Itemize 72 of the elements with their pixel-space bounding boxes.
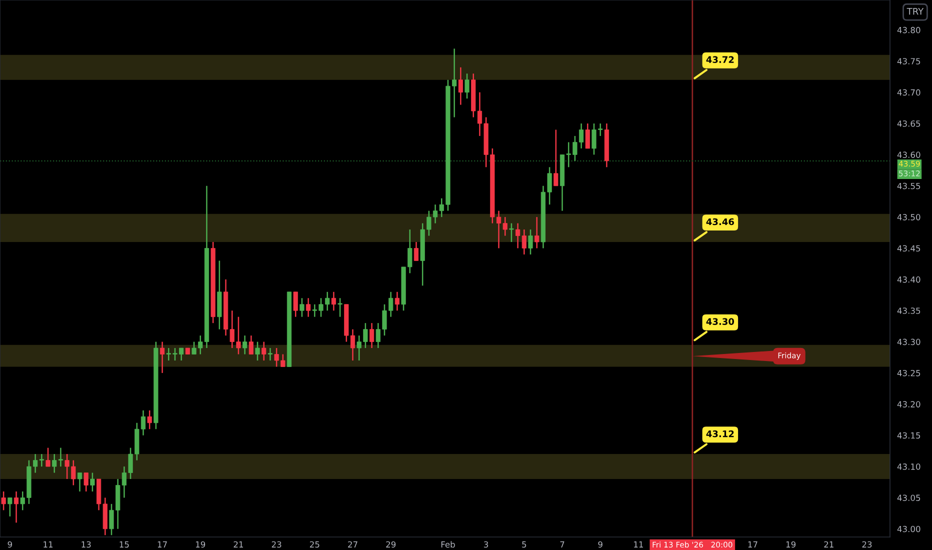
annotation: 43.46 <box>706 218 734 226</box>
candlestick <box>369 322 374 349</box>
candlestick <box>8 497 12 518</box>
x-tick-label: 11 <box>44 541 53 548</box>
candlestick <box>84 472 88 492</box>
y-tick-label: 43.65 <box>897 120 920 127</box>
candlestick <box>248 334 254 355</box>
candlestick <box>509 222 514 243</box>
x-tick-label: 7 <box>560 541 564 548</box>
candlestick <box>242 334 248 355</box>
candlestick <box>306 298 311 318</box>
candlestick <box>14 490 19 524</box>
annotation: 43.12 <box>706 430 734 438</box>
candlestick <box>458 66 463 106</box>
y-tick-label: 43.75 <box>897 58 920 64</box>
candlestick <box>528 228 533 256</box>
candlestick <box>300 298 304 318</box>
annotation: 43.72 <box>706 56 734 64</box>
x-tick-label: 9 <box>8 541 12 548</box>
candlestick <box>147 410 152 430</box>
x-tick-label: 19 <box>196 541 206 548</box>
x-tick-label: 29 <box>386 541 396 548</box>
y-tick-label: 43.45 <box>897 245 920 252</box>
y-tick-label: 43.55 <box>897 182 920 190</box>
x-tick-label: 11 <box>634 541 643 548</box>
y-tick-label: 43.20 <box>897 401 920 408</box>
candlestick <box>90 472 95 492</box>
y-tick-label: 43.05 <box>897 494 920 501</box>
x-tick-label: 5 <box>522 541 526 548</box>
candlestick <box>160 341 165 374</box>
x-tick-label: 17 <box>748 541 758 548</box>
candlestick <box>338 298 342 318</box>
x-tick-label: 27 <box>348 541 358 548</box>
text: TRY <box>906 8 924 15</box>
y-tick-label: 43.00 <box>897 526 920 532</box>
x-tick-label: 25 <box>310 541 320 548</box>
y-tick-label: 43.35 <box>897 308 920 314</box>
x-tick-label: 13 <box>82 541 91 548</box>
annotation: 43.30 <box>706 318 734 325</box>
x-tick-label: 17 <box>158 541 167 548</box>
candlestick <box>293 291 298 318</box>
candlestick <box>414 241 419 262</box>
y-tick-label: 43.10 <box>897 464 920 470</box>
candlestick <box>1 490 6 511</box>
candlestick <box>585 122 590 150</box>
x-tick-label: Feb <box>441 541 455 548</box>
candlestick <box>394 291 400 312</box>
x-tick-label: 23 <box>862 541 872 548</box>
candlestick <box>534 216 540 249</box>
y-tick-label: 43.50 <box>897 214 920 220</box>
y-tick-label: 43.25 <box>897 370 920 376</box>
candlestick <box>554 129 558 186</box>
y-tick-label: 43.15 <box>897 432 920 439</box>
x-tick-label: 9 <box>598 541 602 548</box>
candlestick <box>331 291 336 312</box>
candlestick <box>262 341 266 362</box>
candlestick <box>464 72 470 100</box>
x-tick-label: 3 <box>484 541 488 548</box>
y-tick-label: 43.30 <box>897 338 920 346</box>
candlestick <box>46 447 50 468</box>
candlestick <box>255 341 260 362</box>
y-tick-label: 43.40 <box>897 276 920 283</box>
x-tick-label: 21 <box>824 541 834 548</box>
x-tick-label: 15 <box>120 541 129 548</box>
y-tick-label: 43.80 <box>897 26 920 34</box>
y-tick-label: 43.70 <box>897 89 920 96</box>
y-tick-label: 43.60 <box>897 152 920 158</box>
candlestick <box>268 347 273 362</box>
x-tick-label: 21 <box>234 541 244 548</box>
candlestick <box>77 472 82 492</box>
x-tick-label: 19 <box>786 541 796 548</box>
x-tick-label: 23 <box>272 541 282 548</box>
